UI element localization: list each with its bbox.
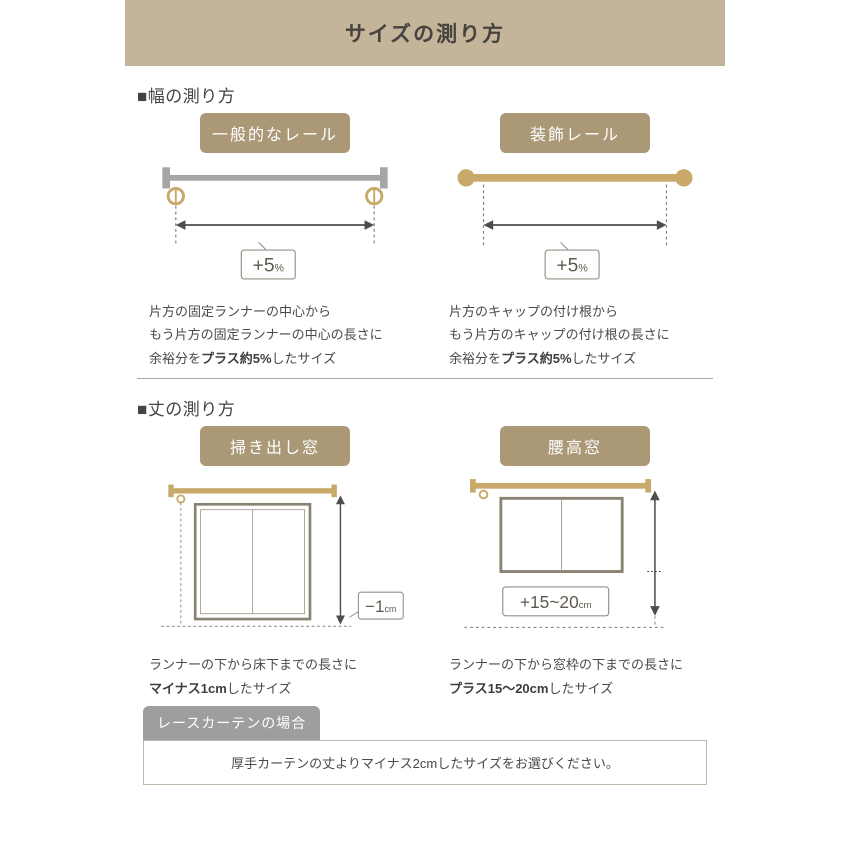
width-section-title: ■幅の測り方	[125, 66, 725, 113]
lace-note-box: 厚手カーテンの丈よりマイナス2cmしたサイズをお選びください。	[143, 740, 707, 785]
floor-window-desc: ランナーの下から床下までの長さに マイナス1cmしたサイズ	[145, 653, 405, 700]
width-decorative-col: 装飾レール +5% 片方のキャップの付け根から もう片方のキャップの付け根の	[425, 113, 713, 370]
waist-window-diagram: +15~20cm	[445, 474, 705, 644]
main-banner: サイズの測り方	[125, 0, 725, 66]
lace-note-tab: レースカーテンの場合	[143, 706, 320, 740]
floor-window-tag: 掃き出し窓	[200, 426, 350, 466]
standard-rail-tag: 一般的なレール	[200, 113, 350, 153]
height-section-title: ■丈の測り方	[125, 379, 725, 426]
height-floor-col: 掃き出し窓	[137, 426, 425, 700]
floor-window-diagram: −1cm	[145, 474, 405, 644]
waist-window-tag: 腰高窓	[500, 426, 650, 466]
standard-rail-diagram: +5%	[145, 161, 405, 291]
decorative-rail-diagram: +5%	[445, 161, 705, 291]
waist-window-desc: ランナーの下から窓枠の下までの長さに プラス15〜20cmしたサイズ	[445, 653, 705, 700]
decorative-rail-tag: 装飾レール	[500, 113, 650, 153]
height-waist-col: 腰高窓 +15~20cm	[425, 426, 713, 700]
standard-rail-desc: 片方の固定ランナーの中心から もう片方の固定ランナーの中心の長さに 余裕分をプラ…	[145, 300, 405, 370]
width-standard-col: 一般的なレール	[137, 113, 425, 370]
decorative-rail-desc: 片方のキャップの付け根から もう片方のキャップの付け根の長さに 余裕分をプラス約…	[445, 300, 705, 370]
